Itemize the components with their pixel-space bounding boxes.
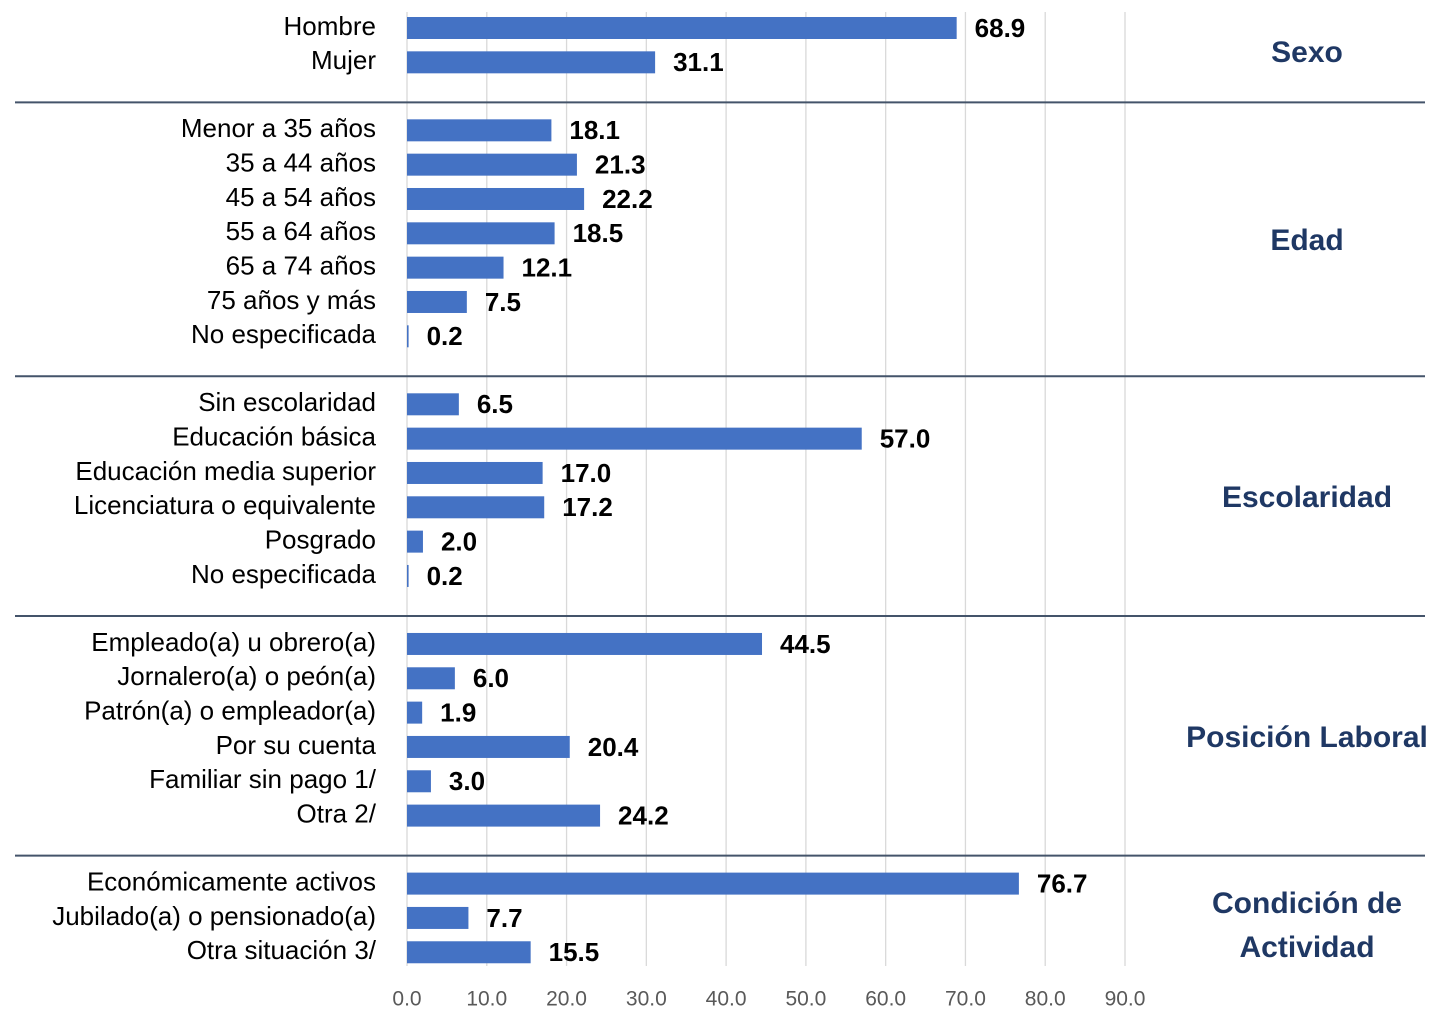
group-label-box: Posición Laboral	[1172, 678, 1437, 798]
category-label: Mujer	[311, 45, 376, 75]
category-label: Empleado(a) u obrero(a)	[91, 627, 376, 657]
category-label: 55 a 64 años	[226, 216, 376, 246]
group-label: Escolaridad	[1221, 481, 1393, 515]
bar	[407, 770, 431, 793]
x-tick-label: 30.0	[626, 988, 667, 1011]
value-label: 18.5	[573, 218, 624, 248]
category-label: Por su cuenta	[216, 730, 377, 760]
value-label: 17.2	[562, 492, 613, 522]
group-label-box: Sexo	[1172, 0, 1437, 113]
value-label: 20.4	[588, 732, 639, 762]
value-label: 18.1	[569, 115, 620, 145]
value-label: 7.7	[486, 903, 522, 933]
bar	[407, 496, 545, 519]
bar	[407, 735, 570, 758]
bar	[407, 564, 409, 587]
category-label: 75 años y más	[207, 285, 376, 315]
value-label: 68.9	[975, 13, 1026, 43]
bar	[407, 941, 531, 964]
bar	[407, 153, 577, 176]
category-label: 65 a 74 años	[226, 251, 376, 281]
bar	[407, 393, 459, 416]
category-label: Licenciatura o equivalente	[74, 490, 376, 520]
value-label: 6.5	[477, 389, 513, 419]
value-label: 21.3	[595, 150, 646, 180]
category-label: 45 a 54 años	[226, 182, 376, 212]
category-label: Otra situación 3/	[187, 935, 377, 965]
x-tick-label: 50.0	[785, 988, 826, 1011]
bar	[407, 427, 862, 450]
group-label: Edad	[1270, 224, 1344, 258]
bar	[407, 325, 409, 348]
bar	[407, 667, 455, 690]
group-label-wrap: Posición Laboral	[1172, 678, 1437, 798]
category-label: Jubilado(a) o pensionado(a)	[52, 901, 376, 931]
value-label: 31.1	[673, 47, 724, 77]
x-tick-label: 10.0	[466, 988, 507, 1011]
x-tick-label: 20.0	[546, 988, 587, 1011]
value-label: 2.0	[441, 527, 477, 557]
category-label: Educación básica	[172, 422, 376, 452]
category-label: Menor a 35 años	[181, 113, 376, 143]
value-label: 12.1	[522, 253, 573, 283]
bar	[407, 290, 467, 313]
group-label: Posición Laboral	[1186, 720, 1428, 754]
bar	[407, 872, 1019, 895]
category-label: Hombre	[284, 11, 376, 41]
bar	[407, 222, 555, 245]
group-label-wrap: Escolaridad	[1172, 438, 1437, 558]
value-label: 0.2	[427, 561, 463, 591]
category-label: Familiar sin pago 1/	[149, 764, 377, 794]
bar	[407, 17, 957, 39]
x-tick-label: 0.0	[392, 988, 421, 1011]
value-label: 24.2	[618, 800, 669, 830]
group-label-wrap: Edad	[1172, 181, 1437, 301]
group-label: Condición de Actividad	[1212, 886, 1402, 964]
bar	[407, 256, 504, 279]
group-label-wrap: Sexo	[1172, 0, 1437, 113]
x-tick-label: 60.0	[865, 988, 906, 1011]
group-label: Sexo	[1271, 36, 1343, 70]
value-label: 0.2	[427, 321, 463, 351]
bar	[407, 461, 543, 484]
value-label: 3.0	[449, 766, 485, 796]
category-label: Educación media superior	[75, 456, 376, 486]
value-label: 76.7	[1037, 868, 1088, 898]
value-label: 7.5	[485, 287, 521, 317]
bar	[407, 804, 601, 827]
bar	[407, 906, 469, 929]
bar	[407, 530, 423, 553]
value-label: 6.0	[473, 663, 509, 693]
bar	[407, 632, 763, 655]
category-label: Posgrado	[265, 525, 376, 555]
value-label: 15.5	[549, 937, 600, 967]
bar	[407, 51, 656, 74]
value-label: 1.9	[440, 697, 476, 727]
group-label-box: Condición de Actividad	[1172, 866, 1437, 986]
category-label: Jornalero(a) o peón(a)	[117, 661, 376, 691]
x-tick-label: 90.0	[1105, 988, 1146, 1011]
category-label: No especificada	[191, 319, 377, 349]
bar	[407, 119, 552, 142]
category-label: Patrón(a) o empleador(a)	[84, 695, 376, 725]
group-label-wrap: Condición de Actividad	[1172, 866, 1437, 986]
x-tick-label: 80.0	[1025, 988, 1066, 1011]
bar	[407, 187, 585, 210]
category-label: 35 a 44 años	[226, 148, 376, 178]
value-label: 57.0	[880, 424, 931, 454]
x-tick-label: 70.0	[945, 988, 986, 1011]
value-label: 22.2	[602, 184, 653, 214]
value-label: 17.0	[561, 458, 612, 488]
bar	[407, 701, 423, 724]
category-label: Económicamente activos	[87, 866, 376, 896]
category-label: Sin escolaridad	[198, 387, 376, 417]
group-label-box: Edad	[1172, 181, 1437, 301]
category-label: Otra 2/	[297, 798, 377, 828]
value-label: 44.5	[780, 629, 831, 659]
category-label: No especificada	[191, 559, 377, 589]
group-label-box: Escolaridad	[1172, 438, 1437, 558]
x-tick-label: 40.0	[706, 988, 747, 1011]
